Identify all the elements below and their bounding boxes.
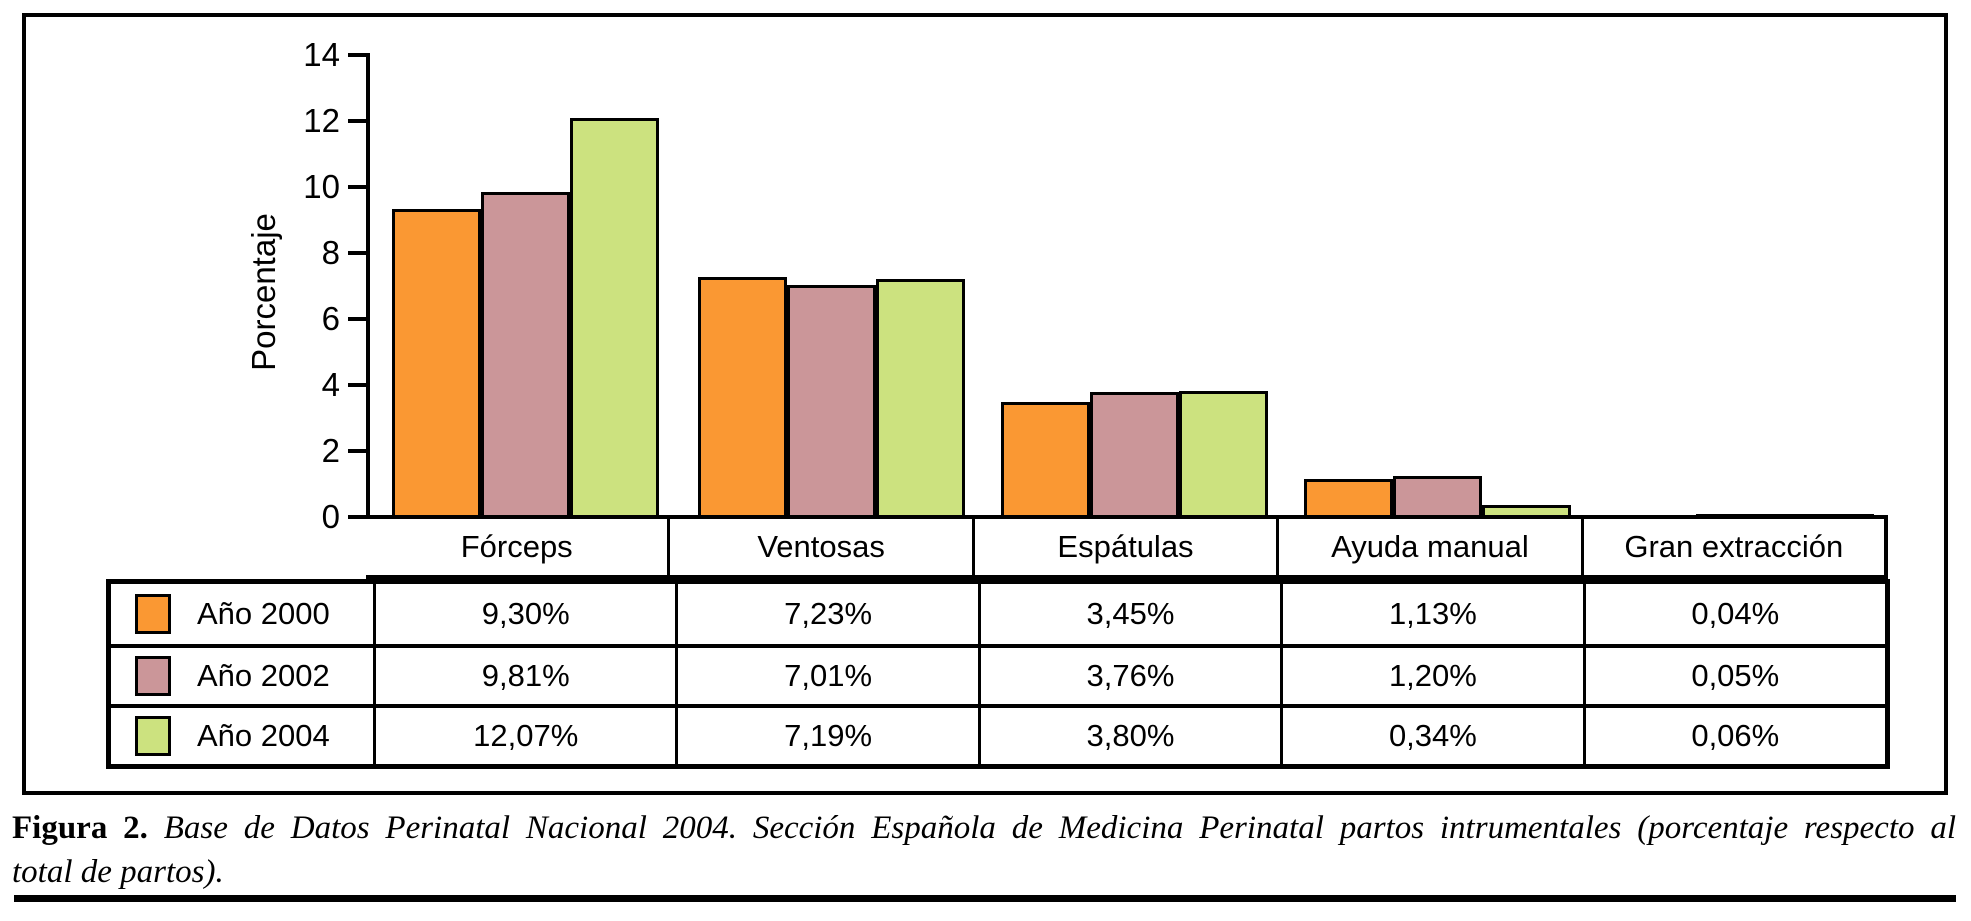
legend-series-name: Año 2000 (197, 596, 330, 631)
y-axis-tick (348, 449, 368, 453)
table-value-cell: 7,19% (675, 704, 978, 764)
legend-cell: Año 2004 (111, 704, 373, 764)
legend-series-name: Año 2004 (197, 718, 330, 753)
legend-color-swatch (135, 716, 171, 756)
table-value-cell: 7,23% (675, 584, 977, 644)
category-header-cell: Fórceps (366, 519, 671, 575)
y-axis-tick-label: 12 (303, 102, 340, 139)
chart-bar (1090, 392, 1179, 519)
y-axis-tick-label: 2 (321, 432, 340, 469)
legend-color-swatch (135, 656, 171, 696)
y-axis-tick-label: 10 (303, 168, 340, 205)
chart-bar (1393, 476, 1482, 519)
chart-bar (1304, 479, 1393, 519)
legend-series-name: Año 2002 (197, 658, 330, 693)
y-axis-tick-label: 14 (303, 36, 340, 73)
y-axis-tick-label: 0 (321, 498, 340, 535)
chart-bar (787, 285, 876, 519)
y-axis-tick-label: 6 (321, 300, 340, 337)
chart-bar (481, 192, 570, 519)
table-value-cell: 0,06% (1582, 704, 1885, 764)
chart-bar (1179, 391, 1268, 519)
caption-line-2: total de partos). (12, 854, 224, 890)
table-value-cell: 9,30% (373, 584, 675, 644)
table-value-cell: 1,13% (1280, 584, 1582, 644)
y-axis-tick-label: 4 (321, 366, 340, 403)
y-axis-tick (348, 515, 368, 519)
category-header-cell: Espátulas (975, 519, 1280, 575)
table-value-cell: 3,45% (977, 584, 1280, 644)
category-header-cell: Ventosas (670, 519, 975, 575)
y-axis-tick (348, 119, 368, 123)
table-value-cell: 0,04% (1582, 584, 1885, 644)
legend-color-swatch (135, 594, 171, 634)
table-value-cell: 0,34% (1280, 704, 1583, 764)
y-axis-line (366, 53, 370, 580)
category-header-row: Fórceps Ventosas Espátulas Ayuda manual Gran… (366, 515, 1888, 579)
y-axis-tick (348, 251, 368, 255)
caption-line-1: Figura 2. Base de Datos Perinatal Nacion… (12, 806, 1956, 850)
chart-bar (876, 279, 965, 519)
table-value-cell: 1,20% (1280, 644, 1583, 704)
table-value-cell: 9,81% (373, 644, 676, 704)
category-header-cell: Ayuda manual (1279, 519, 1584, 575)
chart-bar (570, 118, 659, 519)
chart-bar (392, 209, 481, 519)
table-value-cell: 12,07% (373, 704, 676, 764)
y-axis-tick-label: 8 (321, 234, 340, 271)
y-axis-tick (348, 185, 368, 189)
table-value-cell: 7,01% (675, 644, 978, 704)
figure-caption: Figura 2. Base de Datos Perinatal Nacion… (12, 806, 1956, 894)
table-value-cell: 3,80% (977, 704, 1281, 764)
caption-figure-label: Figura 2. (12, 810, 148, 846)
category-header-cell: Gran extracción (1584, 519, 1888, 575)
legend-cell: Año 2000 (111, 584, 373, 644)
chart-bar (1001, 402, 1090, 519)
table-value-cell: 3,76% (977, 644, 1281, 704)
y-axis-tick (348, 53, 368, 57)
caption-text: Base de Datos Perinatal Nacional 2004. S… (163, 810, 1957, 846)
data-table: Año 2000 9,30% 7,23% 3,45% 1,13% 0,04% Año 200… (106, 579, 1890, 769)
y-axis-tick (348, 383, 368, 387)
table-value-cell: 0,05% (1582, 644, 1885, 704)
chart-bar (698, 277, 787, 519)
y-axis-tick (348, 317, 368, 321)
bottom-rule (14, 895, 1956, 902)
legend-cell: Año 2002 (111, 644, 373, 704)
